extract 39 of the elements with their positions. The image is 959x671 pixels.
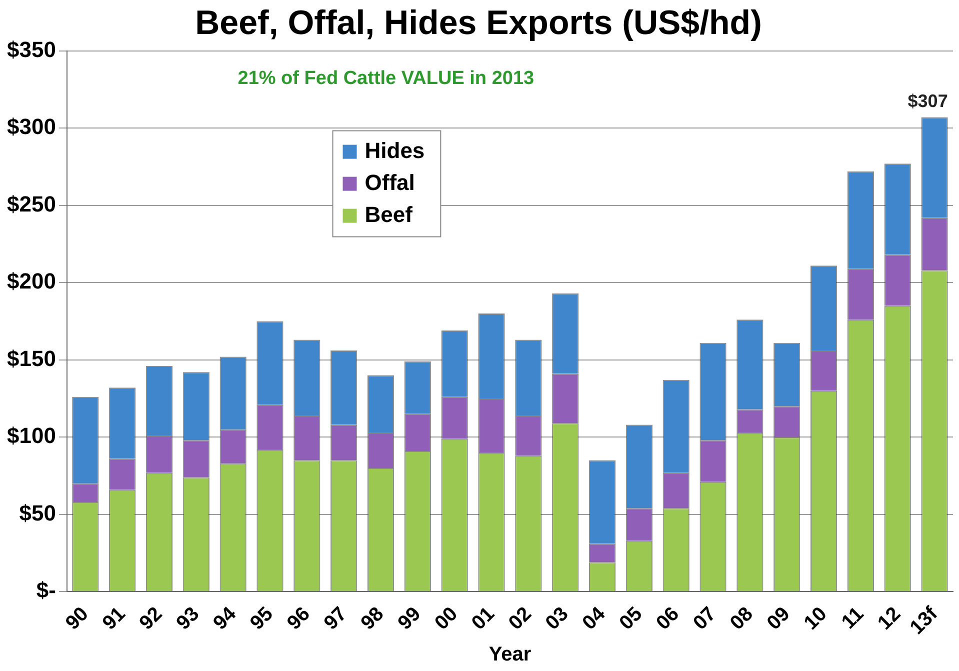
- x-tick-label: 10: [800, 602, 832, 634]
- x-tick-label: 12: [874, 602, 906, 634]
- x-tick-label: 07: [689, 602, 720, 634]
- y-tick-label: $300: [6, 114, 56, 140]
- legend-label: Hides: [364, 138, 425, 163]
- x-tick-label: 99: [394, 602, 426, 634]
- x-tick-label: 96: [283, 602, 314, 634]
- legend-label: Offal: [364, 170, 415, 195]
- x-tick-label: 03: [541, 602, 573, 634]
- legend-label: Beef: [364, 202, 414, 227]
- y-tick-label: $200: [6, 268, 56, 294]
- x-tick-label: 98: [356, 602, 388, 634]
- x-tick-label: 94: [209, 602, 242, 634]
- x-tick-label: 01: [468, 602, 499, 634]
- y-tick-label: $350: [6, 36, 56, 62]
- x-tick-label: 11: [838, 602, 868, 634]
- x-tick-label: 05: [615, 602, 647, 634]
- x-tick-label: 92: [135, 602, 167, 634]
- x-tick-label: 95: [246, 602, 278, 634]
- x-tick-label: 90: [62, 602, 93, 634]
- x-tick-label: 02: [504, 602, 536, 634]
- x-tick-label: 13f: [906, 602, 942, 639]
- x-tick-label: 97: [320, 602, 352, 634]
- x-tick-label: 09: [763, 602, 794, 634]
- y-tick-label: $-: [36, 578, 56, 603]
- x-tick-label: 08: [726, 602, 758, 634]
- x-tick-label: 06: [652, 602, 684, 634]
- chart-title: Beef, Offal, Hides Exports (US$/hd): [195, 4, 762, 42]
- annotation: $307: [908, 91, 948, 112]
- y-tick-label: $150: [6, 346, 56, 371]
- x-tick-label: 00: [430, 602, 462, 634]
- y-tick-label: $250: [6, 191, 56, 216]
- x-tick-label: 91: [98, 602, 130, 634]
- annotation: 21% of Fed Cattle VALUE in 2013: [238, 68, 534, 90]
- x-tick-label: 93: [172, 602, 204, 634]
- x-axis-title: Year: [488, 644, 532, 666]
- y-tick-label: $100: [6, 423, 56, 448]
- x-tick-label: 04: [578, 602, 610, 634]
- y-tick-label: $50: [19, 500, 56, 526]
